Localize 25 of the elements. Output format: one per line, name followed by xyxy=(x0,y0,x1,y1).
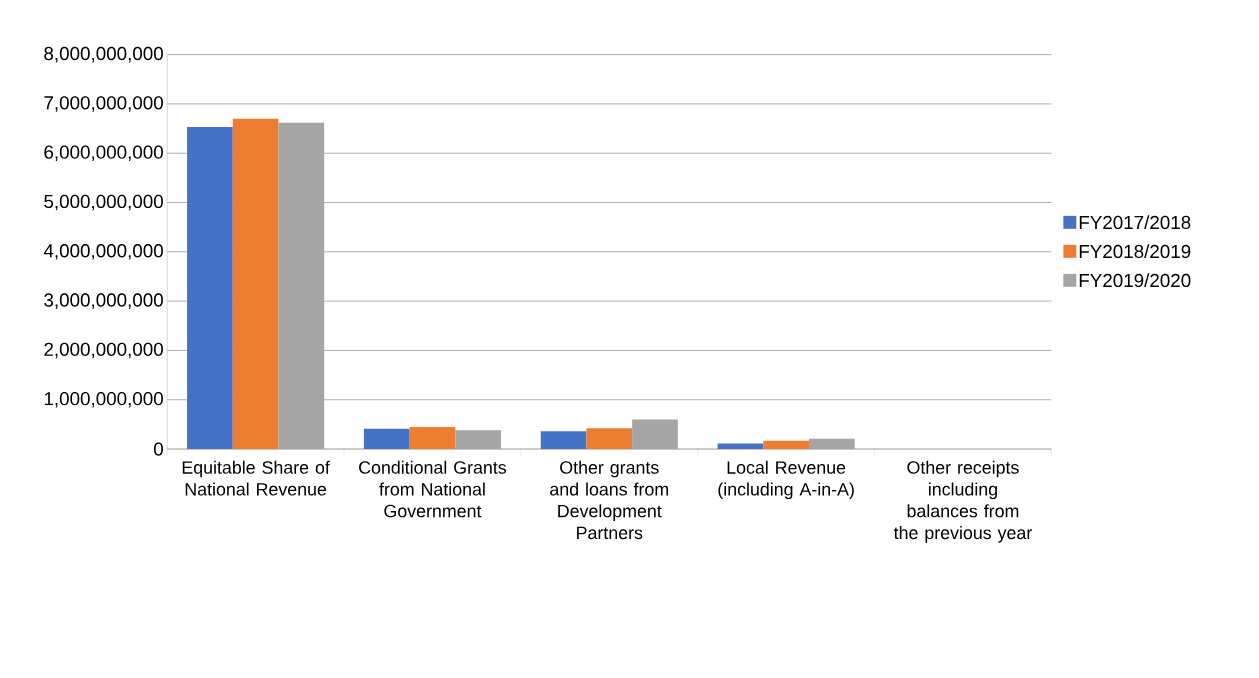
bar xyxy=(409,427,456,450)
x-tick-label: Equitable Share of National Revenue xyxy=(182,460,330,496)
legend-label: FY2019/2020 xyxy=(1079,273,1191,288)
bar xyxy=(540,431,587,450)
legend-label: FY2018/2019 xyxy=(1079,244,1191,259)
x-tick-label: Local Revenue (including A-in-A) xyxy=(718,460,854,500)
y-tick-label: 7,000,000,000 xyxy=(44,96,163,112)
bar xyxy=(187,127,233,450)
y-tick-label: 4,000,000,000 xyxy=(43,244,163,260)
x-tick-label: Other receipts including balances from the previous year xyxy=(893,460,1032,543)
bar xyxy=(363,429,410,450)
bar xyxy=(763,440,809,450)
y-tick-label: 5,000,000,000 xyxy=(44,195,163,211)
bar xyxy=(717,443,764,450)
y-tick-label: 1,000,000,000 xyxy=(44,392,163,408)
y-tick-label: 0 xyxy=(153,442,163,456)
x-tick-label: Other grants and loans from Development Partners xyxy=(550,460,669,540)
legend-label: FY2017/2018 xyxy=(1079,215,1191,230)
y-tick-label: 8,000,000,000 xyxy=(44,47,163,63)
y-tick-label: 6,000,000,000 xyxy=(44,145,163,162)
y-tick-label: 2,000,000,000 xyxy=(44,342,163,359)
bar xyxy=(232,118,279,450)
bar xyxy=(586,428,633,450)
x-tick-label: Conditional Grants from National Government xyxy=(359,460,507,518)
y-tick-label: 3,000,000,000 xyxy=(44,293,163,310)
